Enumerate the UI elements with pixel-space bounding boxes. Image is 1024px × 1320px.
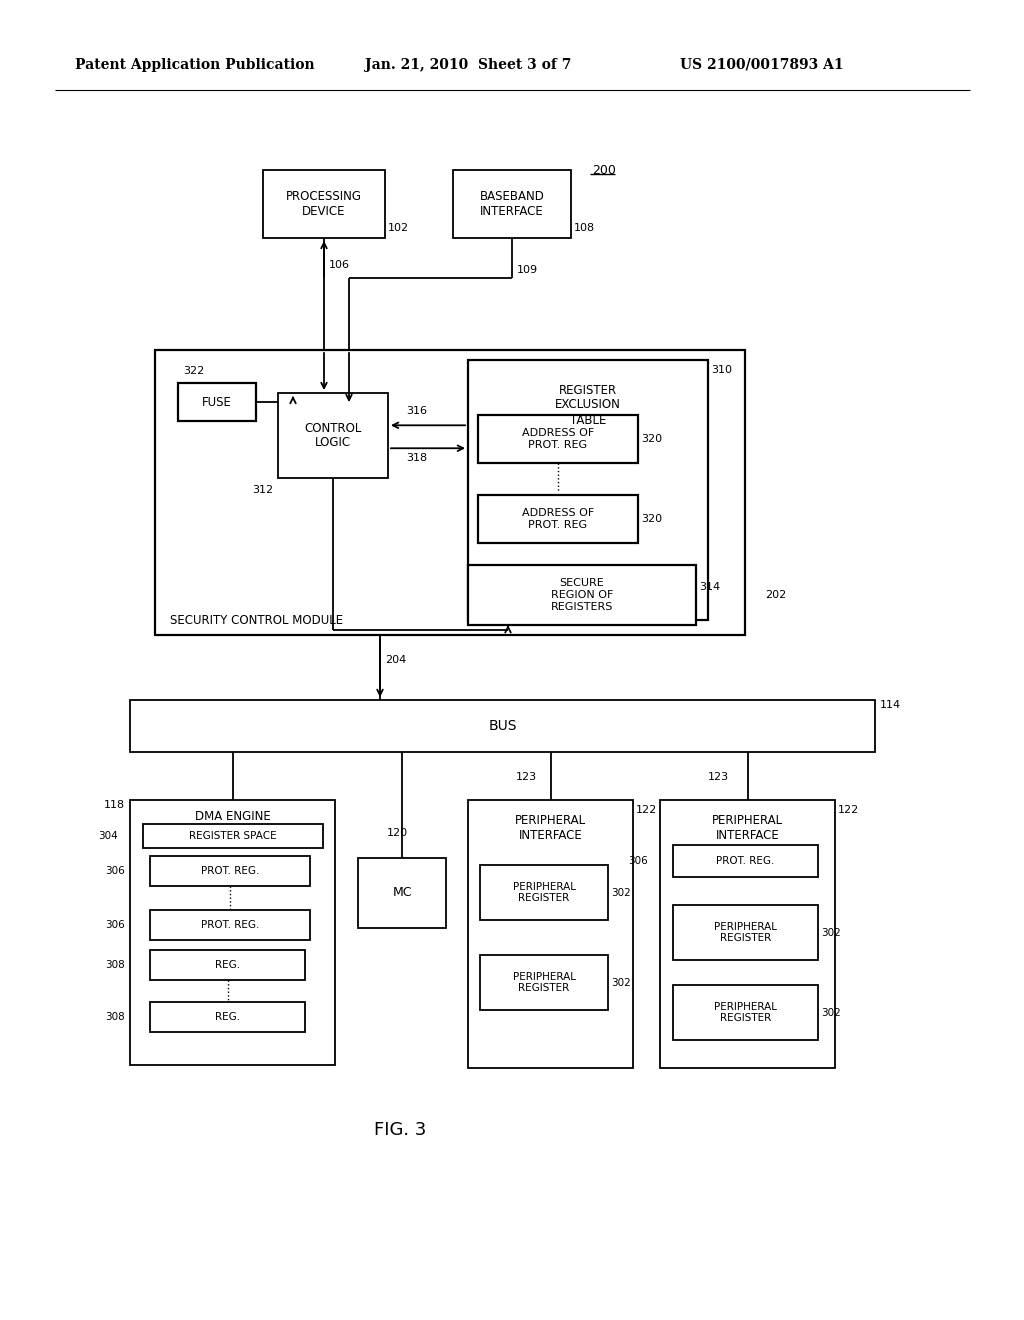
Text: 302: 302 xyxy=(611,978,631,987)
Text: 123: 123 xyxy=(708,772,729,781)
Bar xyxy=(150,909,310,940)
Text: 302: 302 xyxy=(611,887,631,898)
Text: PERIPHERAL
INTERFACE: PERIPHERAL INTERFACE xyxy=(712,814,783,842)
Text: 108: 108 xyxy=(574,223,595,234)
Bar xyxy=(480,954,608,1010)
Text: PROT. REG.: PROT. REG. xyxy=(717,855,775,866)
Bar xyxy=(358,858,446,928)
Text: 200: 200 xyxy=(592,164,615,177)
Text: SECURE
REGION OF
REGISTERS: SECURE REGION OF REGISTERS xyxy=(551,578,613,611)
Bar xyxy=(468,800,633,1068)
Bar xyxy=(150,1002,305,1032)
Bar xyxy=(480,865,608,920)
Text: 314: 314 xyxy=(699,582,720,591)
Bar xyxy=(453,170,571,238)
Bar xyxy=(673,985,818,1040)
Text: Jan. 21, 2010  Sheet 3 of 7: Jan. 21, 2010 Sheet 3 of 7 xyxy=(365,58,571,73)
Text: 302: 302 xyxy=(821,928,841,937)
Text: ADDRESS OF
PROT. REG: ADDRESS OF PROT. REG xyxy=(522,428,594,450)
Text: 122: 122 xyxy=(838,805,859,814)
Bar xyxy=(150,950,305,979)
Text: 204: 204 xyxy=(385,655,407,665)
Bar xyxy=(468,360,708,620)
Text: CONTROL
LOGIC: CONTROL LOGIC xyxy=(304,421,361,450)
Text: MC: MC xyxy=(392,887,412,899)
Text: 306: 306 xyxy=(629,855,648,866)
Bar xyxy=(468,565,696,624)
Bar xyxy=(478,495,638,543)
Text: PERIPHERAL
REGISTER: PERIPHERAL REGISTER xyxy=(714,1002,777,1023)
Text: 320: 320 xyxy=(641,434,663,444)
Text: 312: 312 xyxy=(252,484,273,495)
Text: 202: 202 xyxy=(765,590,786,601)
Bar xyxy=(150,855,310,886)
Bar xyxy=(130,700,874,752)
Text: 114: 114 xyxy=(880,700,901,710)
Text: REG.: REG. xyxy=(215,960,240,970)
Text: PROCESSING
DEVICE: PROCESSING DEVICE xyxy=(286,190,362,218)
Text: PERIPHERAL
REGISTER: PERIPHERAL REGISTER xyxy=(512,882,575,903)
Text: 306: 306 xyxy=(105,866,125,876)
Text: Patent Application Publication: Patent Application Publication xyxy=(75,58,314,73)
Bar xyxy=(130,800,335,1065)
Text: ADDRESS OF
PROT. REG: ADDRESS OF PROT. REG xyxy=(522,508,594,529)
Text: PROT. REG.: PROT. REG. xyxy=(201,920,259,931)
Bar xyxy=(263,170,385,238)
Text: US 2100/0017893 A1: US 2100/0017893 A1 xyxy=(680,58,844,73)
Text: 308: 308 xyxy=(105,960,125,970)
Text: PROT. REG.: PROT. REG. xyxy=(201,866,259,876)
Bar xyxy=(143,824,323,847)
Text: PERIPHERAL
INTERFACE: PERIPHERAL INTERFACE xyxy=(515,814,586,842)
Text: 306: 306 xyxy=(105,920,125,931)
Text: 302: 302 xyxy=(821,1007,841,1018)
Text: 316: 316 xyxy=(406,407,427,416)
Text: 109: 109 xyxy=(517,265,539,275)
Bar xyxy=(178,383,256,421)
Bar xyxy=(673,906,818,960)
Text: 118: 118 xyxy=(103,800,125,810)
Text: 102: 102 xyxy=(388,223,410,234)
Text: 310: 310 xyxy=(711,366,732,375)
Bar xyxy=(673,845,818,876)
Text: SECURITY CONTROL MODULE: SECURITY CONTROL MODULE xyxy=(170,615,343,627)
Text: 322: 322 xyxy=(183,366,204,376)
Text: PERIPHERAL
REGISTER: PERIPHERAL REGISTER xyxy=(714,921,777,944)
Bar xyxy=(278,393,388,478)
Text: BUS: BUS xyxy=(488,719,517,733)
Text: PERIPHERAL
REGISTER: PERIPHERAL REGISTER xyxy=(512,972,575,993)
Bar xyxy=(660,800,835,1068)
Text: 304: 304 xyxy=(98,832,118,841)
Bar xyxy=(155,350,745,635)
Text: 318: 318 xyxy=(406,453,427,463)
Text: 122: 122 xyxy=(636,805,657,814)
Text: 123: 123 xyxy=(515,772,537,781)
Text: FUSE: FUSE xyxy=(202,396,232,408)
Text: 320: 320 xyxy=(641,513,663,524)
Bar xyxy=(478,414,638,463)
Text: FIG. 3: FIG. 3 xyxy=(374,1121,426,1139)
Text: 308: 308 xyxy=(105,1012,125,1022)
Text: BASEBAND
INTERFACE: BASEBAND INTERFACE xyxy=(479,190,545,218)
Text: DMA ENGINE: DMA ENGINE xyxy=(195,809,270,822)
Text: REGISTER SPACE: REGISTER SPACE xyxy=(189,832,276,841)
Text: REG.: REG. xyxy=(215,1012,240,1022)
Text: REGISTER
EXCLUSION
TABLE: REGISTER EXCLUSION TABLE xyxy=(555,384,621,426)
Text: 120: 120 xyxy=(387,828,409,838)
Text: 106: 106 xyxy=(329,260,350,271)
